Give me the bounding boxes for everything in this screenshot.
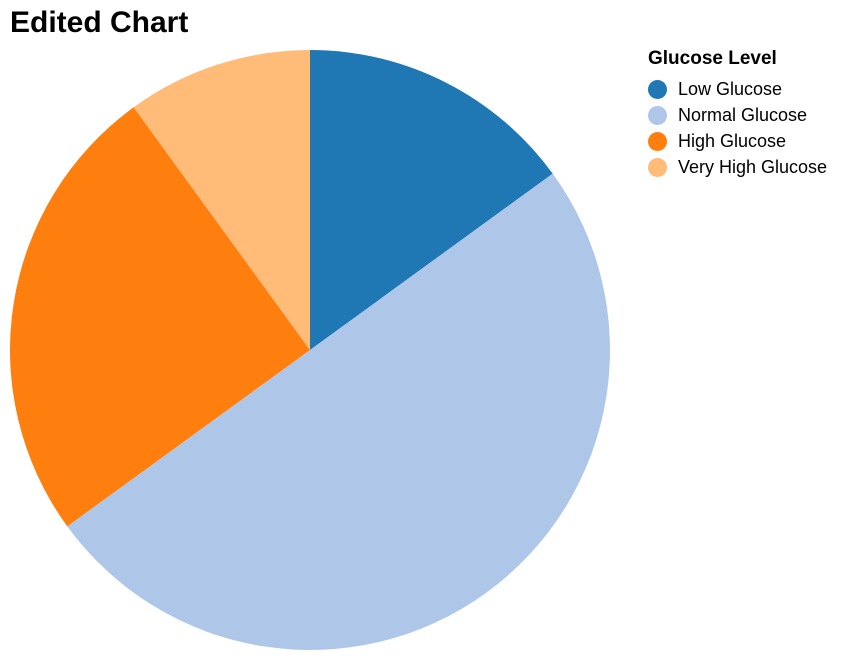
pie-slice-low-glucose (310, 50, 553, 350)
chart-title: Edited Chart (10, 6, 189, 39)
legend-item: High Glucose (648, 128, 827, 154)
pie-slice-normal-glucose (67, 173, 610, 650)
legend-item: Very High Glucose (648, 154, 827, 180)
legend: Glucose Level Low Glucose Normal Glucose H… (648, 48, 827, 180)
pie-slice-very-high-glucose (133, 50, 310, 350)
pie-slice-high-glucose (9, 107, 310, 527)
legend-swatch (648, 79, 667, 99)
legend-items: Low Glucose Normal Glucose High Glucose Ver… (648, 76, 827, 180)
legend-swatch (648, 105, 667, 125)
legend-label: Low Glucose (678, 78, 783, 99)
legend-item: Low Glucose (648, 76, 827, 102)
legend-label: Very High Glucose (678, 156, 828, 177)
legend-label: High Glucose (678, 130, 787, 151)
legend-item: Normal Glucose (648, 102, 827, 128)
legend-swatch (648, 157, 667, 177)
legend-label: Normal Glucose (678, 104, 808, 125)
legend-title: Glucose Level (648, 48, 777, 69)
legend-swatch (648, 131, 667, 151)
